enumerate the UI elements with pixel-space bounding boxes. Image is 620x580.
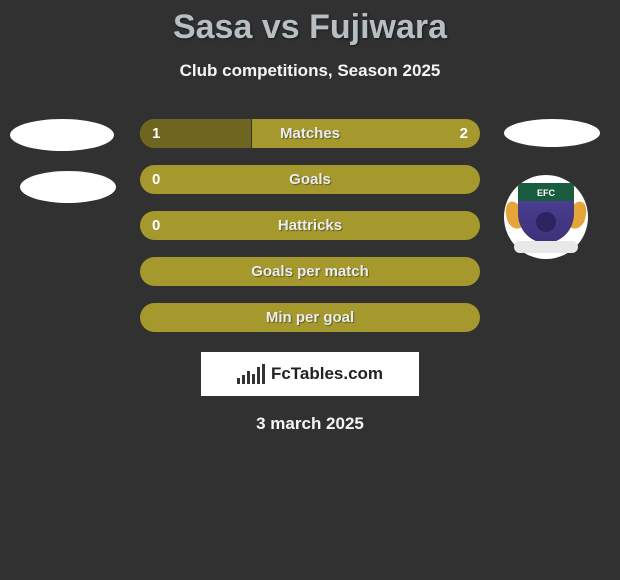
- subtitle: Club competitions, Season 2025: [0, 61, 620, 81]
- stat-label: Goals: [289, 171, 331, 188]
- stat-bar-goals-per-match: Goals per match: [140, 257, 480, 286]
- right-badges: EFC: [504, 119, 600, 259]
- page-title: Sasa vs Fujiwara: [0, 0, 620, 47]
- left-badges: [10, 119, 116, 213]
- stat-bar-goals: 0 Goals: [140, 165, 480, 194]
- placeholder-badge-left-1: [10, 119, 114, 151]
- stat-left-value: 0: [152, 217, 160, 234]
- stat-bar-min-per-goal: Min per goal: [140, 303, 480, 332]
- stat-left-value: 0: [152, 171, 160, 188]
- efc-shield-icon: EFC: [518, 183, 574, 251]
- stat-left-value: 1: [152, 125, 160, 142]
- stat-bars: 1 Matches 2 0 Goals 0 Hattricks Goals pe…: [140, 119, 480, 332]
- efc-label: EFC: [518, 183, 574, 203]
- stat-right-value: 2: [460, 125, 468, 142]
- placeholder-badge-right-1: [504, 119, 600, 147]
- fctables-watermark: FcTables.com: [201, 352, 419, 396]
- stat-bar-matches: 1 Matches 2: [140, 119, 480, 148]
- fctables-label: FcTables.com: [271, 364, 383, 384]
- team-badge-efc: EFC: [504, 175, 588, 259]
- placeholder-badge-left-2: [20, 171, 116, 203]
- stat-bar-hattricks: 0 Hattricks: [140, 211, 480, 240]
- fctables-chart-icon: [237, 364, 265, 384]
- stat-label: Goals per match: [251, 263, 369, 280]
- stat-label: Hattricks: [278, 217, 342, 234]
- stats-area: 1 Matches 2 0 Goals 0 Hattricks Goals pe…: [0, 119, 620, 332]
- stat-label: Matches: [280, 125, 340, 142]
- stat-label: Min per goal: [266, 309, 354, 326]
- date-label: 3 march 2025: [0, 414, 620, 434]
